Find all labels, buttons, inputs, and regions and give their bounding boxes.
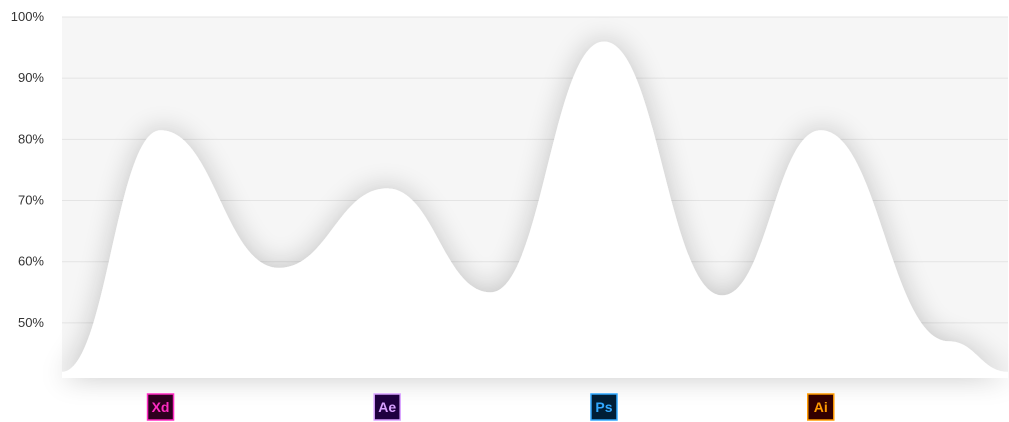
y-tick-label: 100% [11,9,45,24]
y-tick-label: 60% [18,254,44,269]
adobe-after-effects-icon: Ae [374,394,400,420]
category-label: Ps [595,399,612,415]
adobe-illustrator-icon: Ai [808,394,834,420]
x-axis-category-icons: Xd Ae Ps Ai [148,394,834,420]
y-tick-label: 70% [18,193,44,208]
category-label: Ai [814,399,828,415]
adobe-photoshop-icon: Ps [591,394,617,420]
y-axis-ticks: 50% 60% 70% 80% 90% 100% [11,9,45,330]
adobe-xd-icon: Xd [148,394,174,420]
category-label: Ae [378,399,396,415]
y-tick-label: 90% [18,70,44,85]
y-tick-label: 80% [18,131,44,146]
category-label: Xd [152,399,170,415]
y-tick-label: 50% [18,315,44,330]
